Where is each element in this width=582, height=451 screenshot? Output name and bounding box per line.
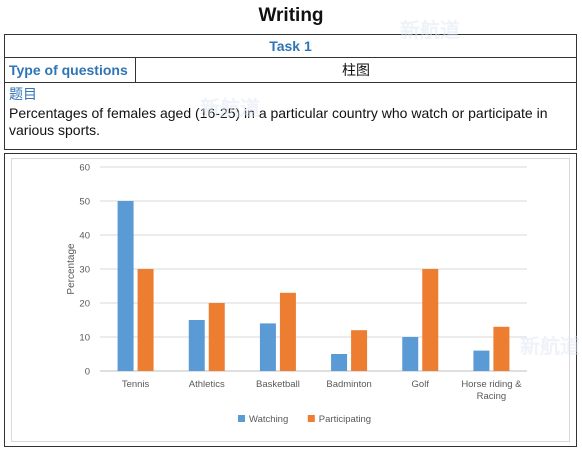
x-tick-label-line: Badminton [326, 379, 371, 390]
bar-watching [402, 337, 419, 371]
bar-participating [351, 330, 368, 371]
bar-watching [188, 320, 205, 371]
x-tick-label: Athletics [189, 379, 225, 390]
bar-watching [331, 354, 348, 371]
x-tick-label-line: Golf [412, 379, 430, 390]
legend-swatch-participating [307, 415, 315, 422]
x-tick-label-line: Horse riding & [461, 379, 522, 390]
y-tick-label: 30 [79, 265, 90, 276]
bar-participating [279, 292, 296, 371]
x-tick-label-line: Basketball [256, 379, 300, 390]
chart-box: 0 10 20 30 40 50 60 Percentage Tennis Athletics Ba… [4, 153, 577, 447]
bar-chart: 0 10 20 30 40 50 60 Percentage Tennis Athletics Ba… [66, 163, 527, 425]
x-tick-label: Golf [412, 379, 430, 390]
x-tick-label-line: Tennis [122, 379, 150, 390]
y-tick-label: 10 [79, 333, 90, 344]
bar-watching [473, 350, 490, 371]
y-tick-label: 40 [79, 231, 90, 242]
y-tick-label: 20 [79, 299, 90, 310]
task-table: Task 1 Type of questions 柱图 题目 Percentag… [4, 34, 577, 150]
x-tick-label-line: Racing [477, 391, 507, 402]
y-tick-label: 60 [79, 163, 90, 174]
prompt-heading: 题目 [9, 86, 37, 102]
bar-watching [259, 323, 276, 371]
task-label: Task 1 [5, 35, 576, 58]
x-tick-label: Basketball [256, 379, 300, 390]
prompt-text: Percentages of females aged (16-25) in a… [9, 105, 548, 138]
bar-watching [117, 201, 134, 371]
x-tick-label: Badminton [326, 379, 371, 390]
type-value: 柱图 [342, 62, 370, 78]
page-title: Writing [258, 5, 324, 26]
bar-participating [137, 269, 154, 371]
x-tick-label: Horse riding & Racing [461, 379, 522, 402]
type-label: Type of questions [5, 58, 136, 82]
x-tick-label-line: Athletics [189, 379, 225, 390]
bar-participating [493, 326, 510, 371]
chart-area: 0 10 20 30 40 50 60 Percentage Tennis Athletics Ba… [11, 158, 570, 442]
y-tick-label: 0 [85, 367, 90, 378]
legend-swatch-watching [238, 415, 245, 422]
y-tick-label: 50 [79, 197, 90, 208]
type-row: Type of questions 柱图 [5, 58, 576, 83]
prompt-row: 题目 Percentages of females aged (16-25) i… [5, 83, 576, 139]
bar-participating [422, 269, 439, 371]
y-axis-label: Percentage [66, 243, 77, 295]
bar-participating [208, 303, 225, 371]
x-tick-label: Tennis [122, 379, 150, 390]
legend-label: Participating [319, 414, 371, 425]
legend-label: Watching [249, 414, 288, 425]
